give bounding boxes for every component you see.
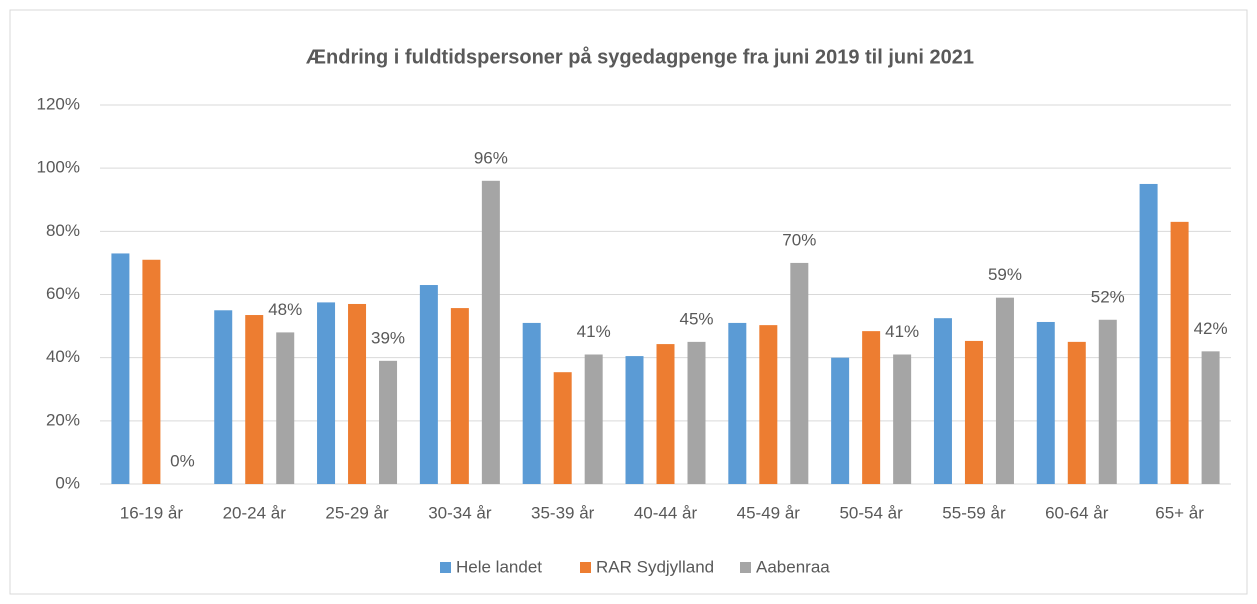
bar <box>553 372 572 484</box>
data-label: 41% <box>885 322 919 341</box>
bar <box>1170 221 1189 484</box>
data-label: 42% <box>1194 319 1228 338</box>
bar <box>1067 341 1086 484</box>
data-label: 70% <box>782 230 816 249</box>
x-tick-label: 60-64 år <box>1045 503 1109 522</box>
chart-title: Ændring i fuldtidspersoner på sygedagpen… <box>306 45 974 68</box>
y-tick-label: 100% <box>37 158 80 177</box>
bar <box>276 332 295 484</box>
bar <box>1098 319 1117 484</box>
bar <box>831 357 850 484</box>
bar <box>687 341 706 484</box>
x-tick-label: 20-24 år <box>223 503 287 522</box>
bar <box>728 322 747 484</box>
bar <box>214 310 233 484</box>
x-tick-label: 50-54 år <box>839 503 903 522</box>
bar <box>964 340 983 484</box>
bar <box>933 318 952 484</box>
bar <box>419 285 438 484</box>
data-label: 48% <box>268 300 302 319</box>
bar <box>1139 183 1158 485</box>
legend-swatch <box>580 562 591 573</box>
data-label: 59% <box>988 265 1022 284</box>
y-tick-label: 60% <box>46 284 80 303</box>
y-tick-label: 120% <box>37 94 80 113</box>
legend-label: RAR Sydjylland <box>596 557 714 576</box>
x-tick-label: 30-34 år <box>428 503 492 522</box>
x-tick-label: 65+ år <box>1155 503 1204 522</box>
data-label: 41% <box>577 322 611 341</box>
y-tick-label: 0% <box>55 473 80 492</box>
bar <box>481 180 500 485</box>
bar <box>790 262 809 484</box>
bar <box>522 322 541 484</box>
bar <box>995 297 1014 484</box>
bar <box>111 253 130 484</box>
x-tick-label: 45-49 år <box>737 503 801 522</box>
x-tick-label: 25-29 år <box>325 503 389 522</box>
x-tick-label: 35-39 år <box>531 503 595 522</box>
legend-label: Aabenraa <box>756 557 830 576</box>
legend-label: Hele landet <box>456 557 542 576</box>
bar <box>1201 351 1220 484</box>
data-label: 45% <box>679 309 713 328</box>
y-tick-label: 80% <box>46 221 80 240</box>
bar <box>379 360 398 484</box>
data-label: 96% <box>474 148 508 167</box>
bar <box>348 303 367 484</box>
data-label: 39% <box>371 328 405 347</box>
bar <box>625 356 644 484</box>
bar <box>450 308 469 484</box>
chart-border <box>9 9 1248 595</box>
data-label: 52% <box>1091 287 1125 306</box>
bar <box>656 344 675 484</box>
y-tick-label: 40% <box>46 347 80 366</box>
bar <box>142 259 161 484</box>
bar <box>1036 321 1055 484</box>
bar <box>893 354 912 484</box>
bar <box>759 325 778 484</box>
bar <box>317 302 336 484</box>
bar <box>584 354 603 484</box>
legend-swatch <box>740 562 751 573</box>
y-tick-label: 20% <box>46 410 80 429</box>
data-label: 0% <box>170 451 195 470</box>
x-tick-label: 40-44 år <box>634 503 698 522</box>
x-tick-label: 55-59 år <box>942 503 1006 522</box>
legend-swatch <box>440 562 451 573</box>
x-tick-label: 16-19 år <box>120 503 184 522</box>
bar <box>862 331 881 484</box>
bar <box>245 315 264 484</box>
